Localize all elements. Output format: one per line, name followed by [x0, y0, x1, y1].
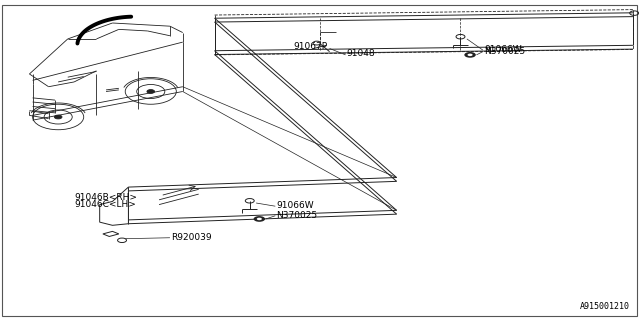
Circle shape	[54, 115, 62, 119]
Text: 91048: 91048	[347, 49, 376, 59]
Text: 91046C<LH>: 91046C<LH>	[74, 200, 136, 209]
Text: R920039: R920039	[172, 233, 212, 242]
Circle shape	[465, 52, 476, 58]
Text: 91046B<RH>: 91046B<RH>	[74, 193, 137, 202]
Text: 91066W: 91066W	[484, 45, 522, 54]
Text: N370025: N370025	[276, 211, 317, 220]
Circle shape	[147, 90, 155, 93]
Text: N370025: N370025	[484, 46, 525, 56]
Circle shape	[253, 216, 265, 222]
Circle shape	[467, 53, 472, 56]
Text: 91067P: 91067P	[293, 42, 327, 51]
Text: 91066W: 91066W	[276, 201, 314, 210]
Circle shape	[257, 218, 262, 220]
Polygon shape	[100, 187, 129, 225]
Text: A915001210: A915001210	[580, 302, 630, 311]
Polygon shape	[103, 231, 119, 236]
